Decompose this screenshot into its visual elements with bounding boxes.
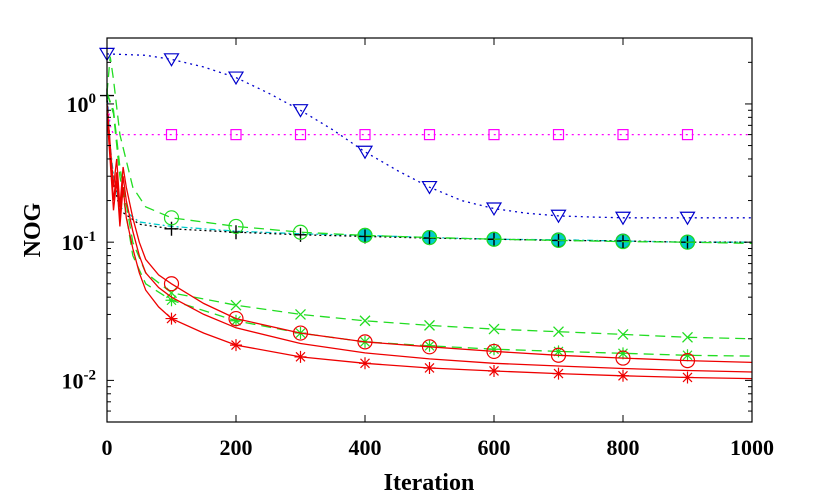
marker-asterisk bbox=[230, 339, 242, 352]
marker-square bbox=[488, 129, 500, 141]
marker-square bbox=[617, 129, 629, 141]
marker-square bbox=[165, 129, 178, 141]
marker-square bbox=[359, 129, 371, 141]
marker-asterisk bbox=[681, 349, 694, 362]
marker-x bbox=[553, 326, 564, 338]
marker-square bbox=[423, 129, 436, 141]
marker-x bbox=[488, 323, 500, 335]
x-tick-label: 0 bbox=[102, 435, 113, 460]
marker-asterisk bbox=[230, 314, 242, 327]
series-line bbox=[106, 56, 753, 245]
marker-triangle bbox=[356, 145, 374, 160]
series-line bbox=[106, 110, 753, 373]
x-tick-label: 600 bbox=[478, 435, 511, 460]
marker-circle bbox=[679, 353, 696, 369]
series-line bbox=[106, 53, 752, 219]
marker-circle bbox=[615, 350, 631, 366]
marker-asterisk bbox=[552, 345, 565, 358]
series-line bbox=[106, 103, 753, 364]
marker-asterisk bbox=[294, 350, 307, 363]
marker-asterisk bbox=[681, 371, 694, 384]
marker-square bbox=[681, 129, 694, 141]
marker-square bbox=[230, 129, 242, 141]
marker-triangle bbox=[227, 71, 245, 86]
series-layer bbox=[98, 47, 753, 384]
marker-x bbox=[682, 331, 693, 343]
marker-circle bbox=[550, 347, 567, 363]
marker-circle bbox=[679, 234, 696, 250]
y-tick-label: 10-2 bbox=[62, 367, 97, 393]
series-8 bbox=[106, 110, 753, 373]
marker-square bbox=[552, 129, 565, 141]
marker-asterisk bbox=[488, 343, 500, 356]
marker-circle bbox=[421, 339, 438, 355]
marker-asterisk bbox=[552, 367, 565, 380]
y-tick-label: 10-1 bbox=[62, 229, 97, 255]
marker-circle bbox=[615, 233, 631, 250]
marker-circle bbox=[292, 224, 309, 240]
y-axis-label: NOG bbox=[20, 202, 46, 257]
x-tick-label: 800 bbox=[607, 435, 640, 460]
x-axis: 0 200 400 600 800 1000 bbox=[102, 38, 774, 460]
series-4 bbox=[106, 56, 753, 250]
marker-plus bbox=[164, 221, 179, 236]
x-tick-label: 1000 bbox=[730, 435, 774, 460]
series-line bbox=[106, 95, 752, 136]
marker-square bbox=[294, 129, 307, 141]
marker-triangle bbox=[421, 180, 438, 195]
series-7 bbox=[106, 103, 753, 369]
marker-triangle bbox=[485, 202, 503, 217]
marker-circle bbox=[292, 325, 309, 341]
marker-triangle bbox=[614, 211, 632, 226]
marker-circle bbox=[357, 227, 373, 243]
marker-asterisk bbox=[488, 364, 500, 377]
x-axis-label: Iteration bbox=[384, 470, 475, 496]
marker-x bbox=[424, 319, 435, 331]
series-9 bbox=[106, 113, 753, 384]
marker-circle bbox=[486, 343, 502, 360]
x-tick-label: 200 bbox=[220, 435, 253, 460]
series-0 bbox=[98, 47, 752, 226]
x-tick-label: 400 bbox=[349, 435, 382, 460]
marker-circle bbox=[550, 232, 567, 248]
marker-circle bbox=[357, 334, 373, 350]
series-1 bbox=[106, 95, 752, 141]
marker-triangle bbox=[679, 211, 696, 226]
marker-asterisk bbox=[423, 339, 436, 352]
marker-circle bbox=[228, 310, 244, 327]
marker-circle bbox=[228, 218, 244, 235]
marker-plus bbox=[358, 229, 372, 244]
marker-x bbox=[230, 299, 242, 311]
marker-triangle bbox=[550, 209, 567, 224]
plot-frame bbox=[106, 37, 753, 423]
marker-circle bbox=[163, 210, 180, 226]
marker-circle bbox=[421, 229, 438, 246]
marker-triangle bbox=[163, 53, 180, 67]
marker-asterisk bbox=[617, 347, 629, 360]
marker-triangle bbox=[292, 104, 309, 118]
marker-x bbox=[617, 328, 629, 340]
y-tick-label: 100 bbox=[67, 91, 97, 117]
marker-asterisk bbox=[617, 369, 629, 382]
marker-circle bbox=[486, 231, 502, 247]
marker-circle bbox=[163, 276, 180, 292]
marker-asterisk bbox=[165, 294, 178, 307]
marker-asterisk bbox=[359, 357, 371, 370]
marker-x bbox=[295, 308, 306, 320]
marker-asterisk bbox=[423, 361, 436, 374]
marker-x bbox=[359, 315, 371, 327]
y-axis: 100 10-1 10-2 bbox=[62, 37, 752, 423]
marker-asterisk bbox=[165, 312, 178, 325]
